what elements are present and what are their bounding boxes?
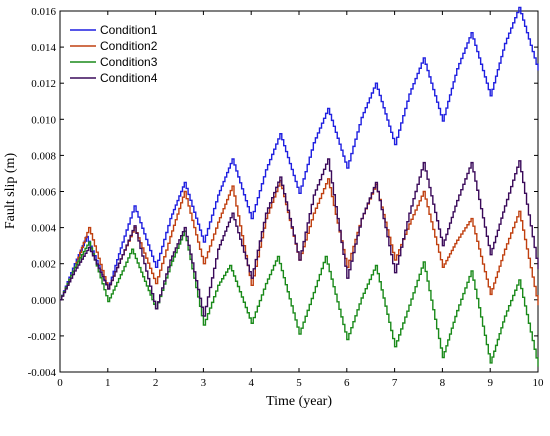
x-tick-label: 6 [344, 377, 350, 389]
series-line-3 [60, 230, 539, 367]
x-tick-label: 1 [105, 377, 111, 389]
legend-label-2: Condition2 [100, 39, 158, 53]
x-tick-label: 3 [201, 377, 207, 389]
x-axis-title: Time (year) [266, 394, 332, 409]
y-tick-label: 0.010 [31, 114, 56, 126]
x-tick-label: 4 [248, 377, 254, 389]
y-tick-label: 0.002 [31, 259, 56, 271]
y-tick-label: 0.008 [31, 150, 56, 162]
y-axis-title: Fault slip (m) [3, 153, 18, 230]
legend-label-4: Condition4 [100, 71, 158, 85]
x-tick-label: 7 [392, 377, 398, 389]
y-tick-label: 0.004 [31, 223, 56, 235]
y-tick-label: -0.002 [28, 331, 56, 343]
y-tick-label: 0.000 [31, 295, 56, 307]
series-line-1 [60, 6, 539, 301]
legend: Condition1 Condition2 Condition3 Condition4 [66, 18, 164, 88]
series-layer [60, 6, 539, 367]
x-tick-label: 0 [57, 377, 63, 389]
y-tick-label: -0.004 [28, 367, 57, 379]
y-tick-label: 0.014 [31, 42, 56, 54]
y-tick-label: 0.012 [31, 78, 56, 90]
y-tick-label: 0.016 [31, 6, 56, 18]
y-tick-label: 0.006 [31, 187, 56, 199]
ticks-layer: 0 1 2 3 4 5 6 7 8 9 10 -0.004 -0.002 0.000 0.002 0.004 0… [28, 6, 544, 389]
x-tick-label: 2 [153, 377, 159, 389]
x-tick-label: 5 [296, 377, 302, 389]
x-tick-label: 8 [440, 377, 446, 389]
series-line-4 [60, 158, 539, 317]
legend-label-1: Condition1 [100, 23, 158, 37]
x-tick-label: 10 [533, 377, 545, 389]
legend-label-3: Condition3 [100, 55, 158, 69]
x-tick-label: 9 [487, 377, 493, 389]
